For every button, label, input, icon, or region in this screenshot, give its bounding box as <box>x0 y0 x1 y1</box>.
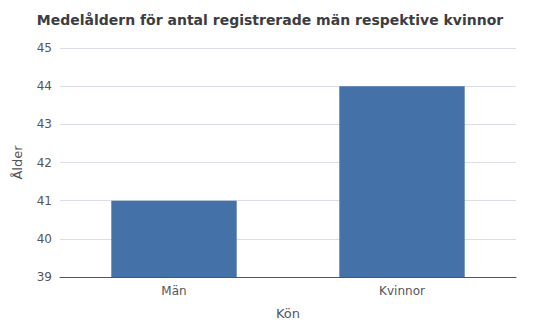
svg-text:45: 45 <box>37 41 52 55</box>
svg-text:42: 42 <box>37 156 52 170</box>
svg-text:39: 39 <box>37 270 52 284</box>
svg-text:41: 41 <box>37 194 52 208</box>
svg-text:Kön: Kön <box>276 306 300 321</box>
svg-text:43: 43 <box>37 117 52 131</box>
svg-text:Män: Män <box>161 284 186 298</box>
svg-text:Medelåldern för antal registre: Medelåldern för antal registrerade män r… <box>37 12 504 28</box>
svg-text:44: 44 <box>37 79 52 93</box>
svg-text:40: 40 <box>37 232 52 246</box>
svg-text:Ålder: Ålder <box>10 145 25 180</box>
svg-text:Kvinnor: Kvinnor <box>379 284 425 298</box>
